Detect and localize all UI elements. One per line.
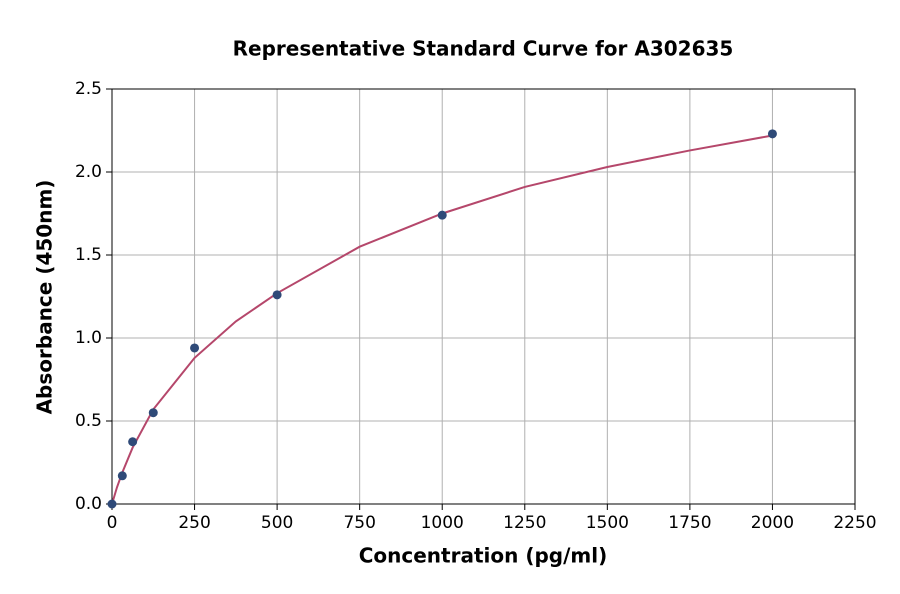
y-tick-label: 0.5 [75,411,102,431]
x-tick-label: 1500 [586,513,629,533]
x-tick-label: 250 [178,513,210,533]
data-point [107,499,117,509]
x-tick-label: 1000 [421,513,464,533]
data-point [272,290,282,300]
y-tick-label: 0.0 [75,494,102,514]
y-tick-label: 2.5 [75,79,102,99]
x-tick-label: 0 [107,513,118,533]
x-tick-label: 750 [343,513,375,533]
data-point [148,408,158,418]
plot-frame [111,88,856,505]
x-tick-label: 500 [261,513,293,533]
data-point [190,343,200,353]
x-tick-label: 2250 [833,513,876,533]
fit-curve [111,134,773,505]
y-tick-label: 1.5 [75,245,102,265]
y-tick-label: 1.0 [75,328,102,348]
x-axis-label: Concentration (pg/ml) [359,544,608,568]
y-axis-label: Absorbance (450nm) [33,180,57,415]
x-tick-label: 1250 [503,513,546,533]
x-tick-label: 2000 [751,513,794,533]
data-point [117,471,127,481]
chart-title: Representative Standard Curve for A30263… [233,37,734,61]
data-point [128,437,138,447]
data-point [767,129,777,139]
y-tick-label: 2.0 [75,162,102,182]
data-point [437,210,447,220]
x-tick-label: 1750 [668,513,711,533]
